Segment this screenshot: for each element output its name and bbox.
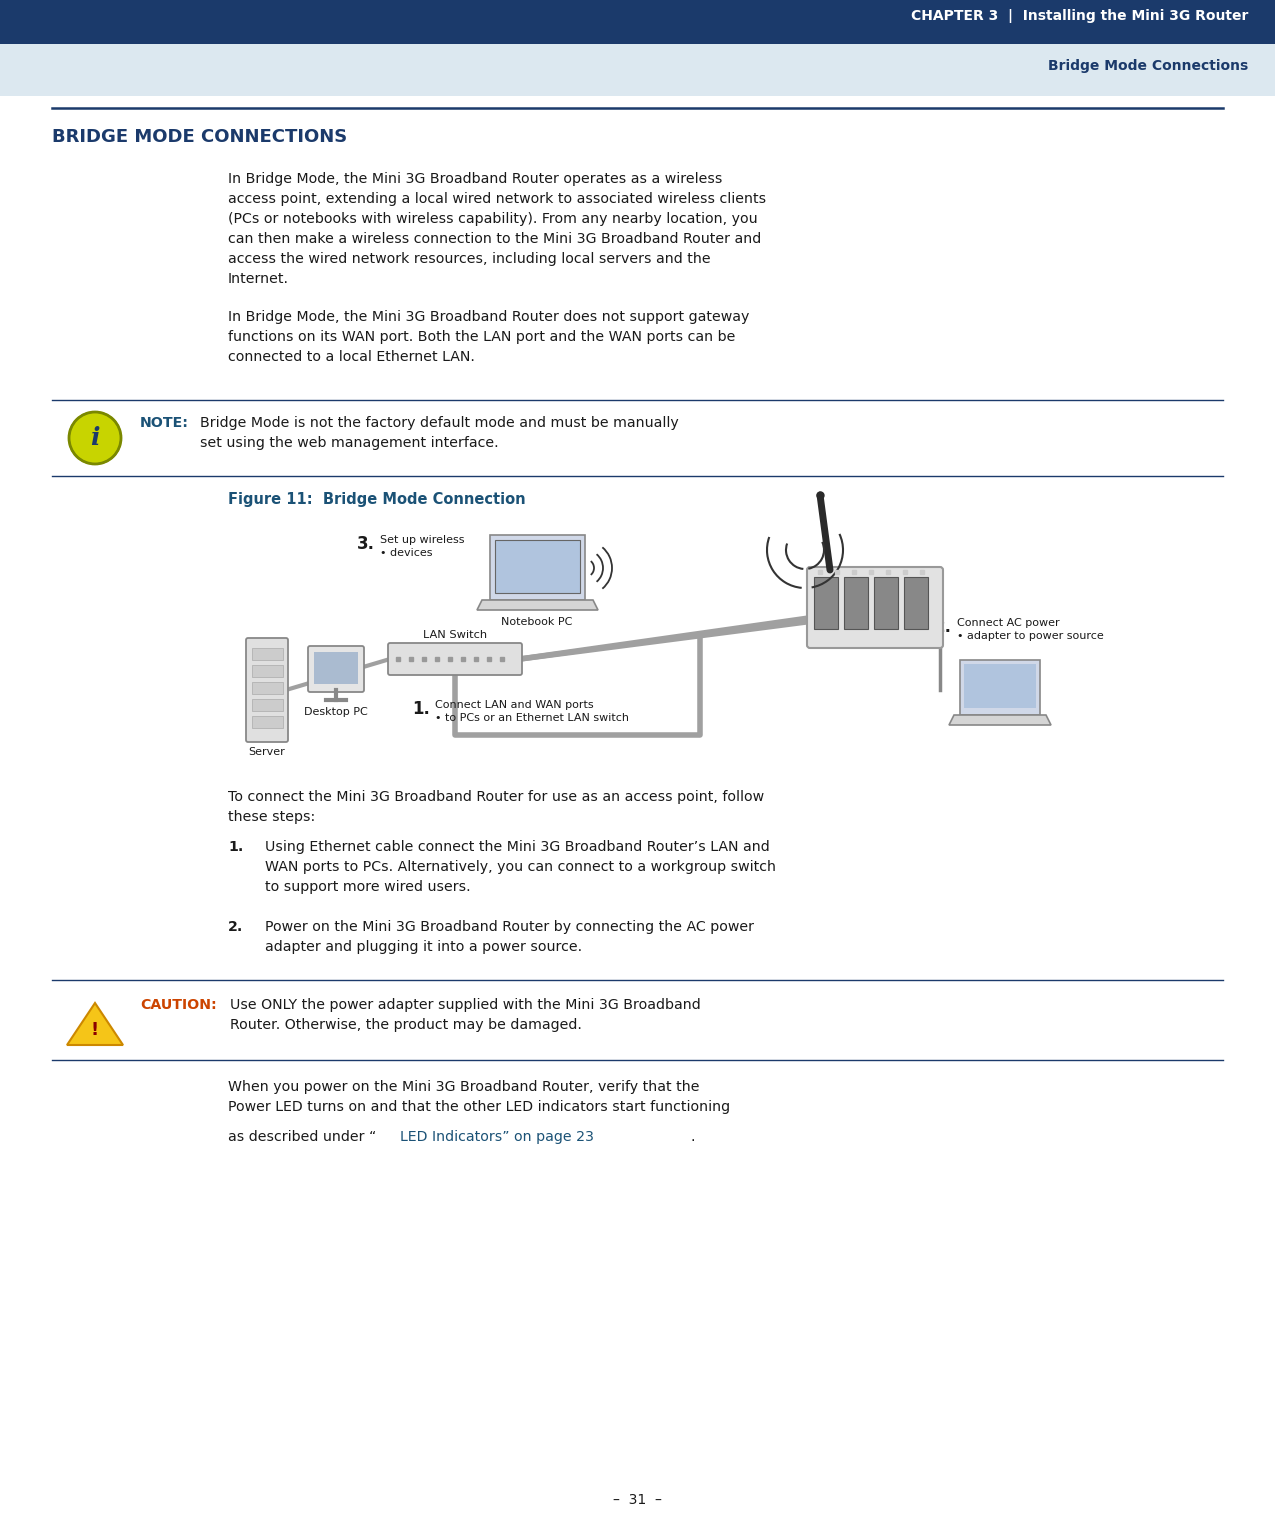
Text: Bridge Mode Connections: Bridge Mode Connections	[1048, 60, 1248, 74]
Text: –  31  –: – 31 –	[612, 1494, 662, 1507]
Text: Notebook PC: Notebook PC	[501, 617, 572, 627]
FancyBboxPatch shape	[495, 539, 580, 593]
Polygon shape	[949, 715, 1051, 725]
Text: !: !	[91, 1020, 99, 1039]
Text: NOTE:: NOTE:	[140, 417, 189, 430]
FancyBboxPatch shape	[807, 567, 944, 648]
Text: To connect the Mini 3G Broadband Router for use as an access point, follow
these: To connect the Mini 3G Broadband Router …	[228, 791, 764, 824]
FancyBboxPatch shape	[251, 699, 283, 711]
FancyBboxPatch shape	[314, 653, 358, 683]
Polygon shape	[490, 535, 585, 601]
FancyBboxPatch shape	[813, 578, 838, 630]
FancyBboxPatch shape	[0, 44, 1275, 97]
Text: Server: Server	[249, 748, 286, 757]
Text: Connect LAN and WAN ports
• to PCs or an Ethernet LAN switch: Connect LAN and WAN ports • to PCs or an…	[435, 700, 629, 723]
Text: LAN Switch: LAN Switch	[423, 630, 487, 640]
FancyBboxPatch shape	[251, 648, 283, 659]
Text: Figure 11:  Bridge Mode Connection: Figure 11: Bridge Mode Connection	[228, 492, 525, 507]
FancyBboxPatch shape	[873, 578, 898, 630]
Text: 1.: 1.	[412, 700, 430, 719]
Text: In Bridge Mode, the Mini 3G Broadband Router does not support gateway
functions : In Bridge Mode, the Mini 3G Broadband Ro…	[228, 309, 750, 365]
Text: i: i	[91, 426, 99, 450]
Text: Connect AC power
• adapter to power source: Connect AC power • adapter to power sour…	[958, 617, 1104, 640]
Text: Bridge Mode is not the factory default mode and must be manually
set using the w: Bridge Mode is not the factory default m…	[200, 417, 678, 450]
Text: Desktop PC: Desktop PC	[305, 706, 368, 717]
FancyBboxPatch shape	[251, 682, 283, 694]
FancyBboxPatch shape	[251, 665, 283, 677]
Text: Power on the Mini 3G Broadband Router by connecting the AC power
adapter and plu: Power on the Mini 3G Broadband Router by…	[265, 921, 754, 954]
Text: Set up wireless
• devices: Set up wireless • devices	[380, 535, 464, 558]
FancyBboxPatch shape	[251, 715, 283, 728]
Text: as described under “: as described under “	[228, 1131, 376, 1144]
FancyBboxPatch shape	[0, 0, 1275, 44]
Text: Using Ethernet cable connect the Mini 3G Broadband Router’s LAN and
WAN ports to: Using Ethernet cable connect the Mini 3G…	[265, 840, 776, 895]
FancyBboxPatch shape	[964, 663, 1037, 708]
Polygon shape	[68, 1003, 122, 1045]
Text: CAUTION:: CAUTION:	[140, 997, 217, 1013]
Text: When you power on the Mini 3G Broadband Router, verify that the
Power LED turns : When you power on the Mini 3G Broadband …	[228, 1080, 731, 1114]
FancyBboxPatch shape	[246, 637, 288, 741]
Polygon shape	[960, 660, 1040, 715]
FancyBboxPatch shape	[309, 647, 363, 692]
Text: 2.: 2.	[935, 617, 952, 636]
Text: BRIDGE MODE CONNECTIONS: BRIDGE MODE CONNECTIONS	[52, 129, 347, 146]
Text: .: .	[690, 1131, 695, 1144]
FancyBboxPatch shape	[388, 643, 521, 676]
Text: 3.: 3.	[357, 535, 375, 553]
Text: 1.: 1.	[228, 840, 244, 853]
Circle shape	[69, 412, 121, 464]
FancyBboxPatch shape	[844, 578, 868, 630]
Polygon shape	[477, 601, 598, 610]
FancyBboxPatch shape	[904, 578, 928, 630]
Text: CHAPTER 3  |  Installing the Mini 3G Router: CHAPTER 3 | Installing the Mini 3G Route…	[910, 9, 1248, 23]
Text: In Bridge Mode, the Mini 3G Broadband Router operates as a wireless
access point: In Bridge Mode, the Mini 3G Broadband Ro…	[228, 172, 766, 286]
Text: 2.: 2.	[228, 921, 244, 935]
Text: Use ONLY the power adapter supplied with the Mini 3G Broadband
Router. Otherwise: Use ONLY the power adapter supplied with…	[230, 997, 701, 1033]
Text: LED Indicators” on page 23: LED Indicators” on page 23	[400, 1131, 594, 1144]
